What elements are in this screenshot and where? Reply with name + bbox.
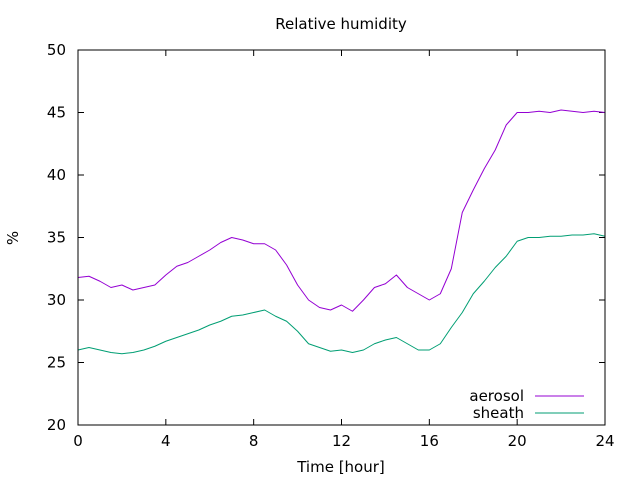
series-lines: [77, 109, 606, 355]
x-tick-label: 0: [73, 432, 83, 450]
plot-frame: [77, 49, 606, 426]
y-tick-label: 20: [47, 416, 66, 434]
chart-title: Relative humidity: [275, 15, 407, 33]
series-line-sheath: [77, 233, 606, 355]
legend-label-aerosol: aerosol: [469, 387, 524, 405]
y-tick-label: 50: [47, 41, 66, 59]
series-line-aerosol: [77, 109, 606, 312]
y-tick-label: 35: [47, 229, 66, 247]
x-tick-label: 16: [420, 432, 439, 450]
x-tick-label: 4: [161, 432, 171, 450]
axis-tick-labels: 0 4 8 12 16 20 24 20 25 30 35 40 45 50: [47, 41, 615, 450]
y-tick-label: 30: [47, 291, 66, 309]
x-tick-label: 12: [332, 432, 351, 450]
x-axis-label: Time [hour]: [296, 458, 385, 476]
x-tick-label: 8: [249, 432, 259, 450]
y-axis-label: %: [4, 231, 22, 245]
x-tick-label: 24: [595, 432, 614, 450]
legend-label-sheath: sheath: [473, 404, 524, 422]
x-tick-label: 20: [508, 432, 527, 450]
y-tick-label: 25: [47, 354, 66, 372]
y-tick-label: 45: [47, 104, 66, 122]
y-tick-label: 40: [47, 166, 66, 184]
